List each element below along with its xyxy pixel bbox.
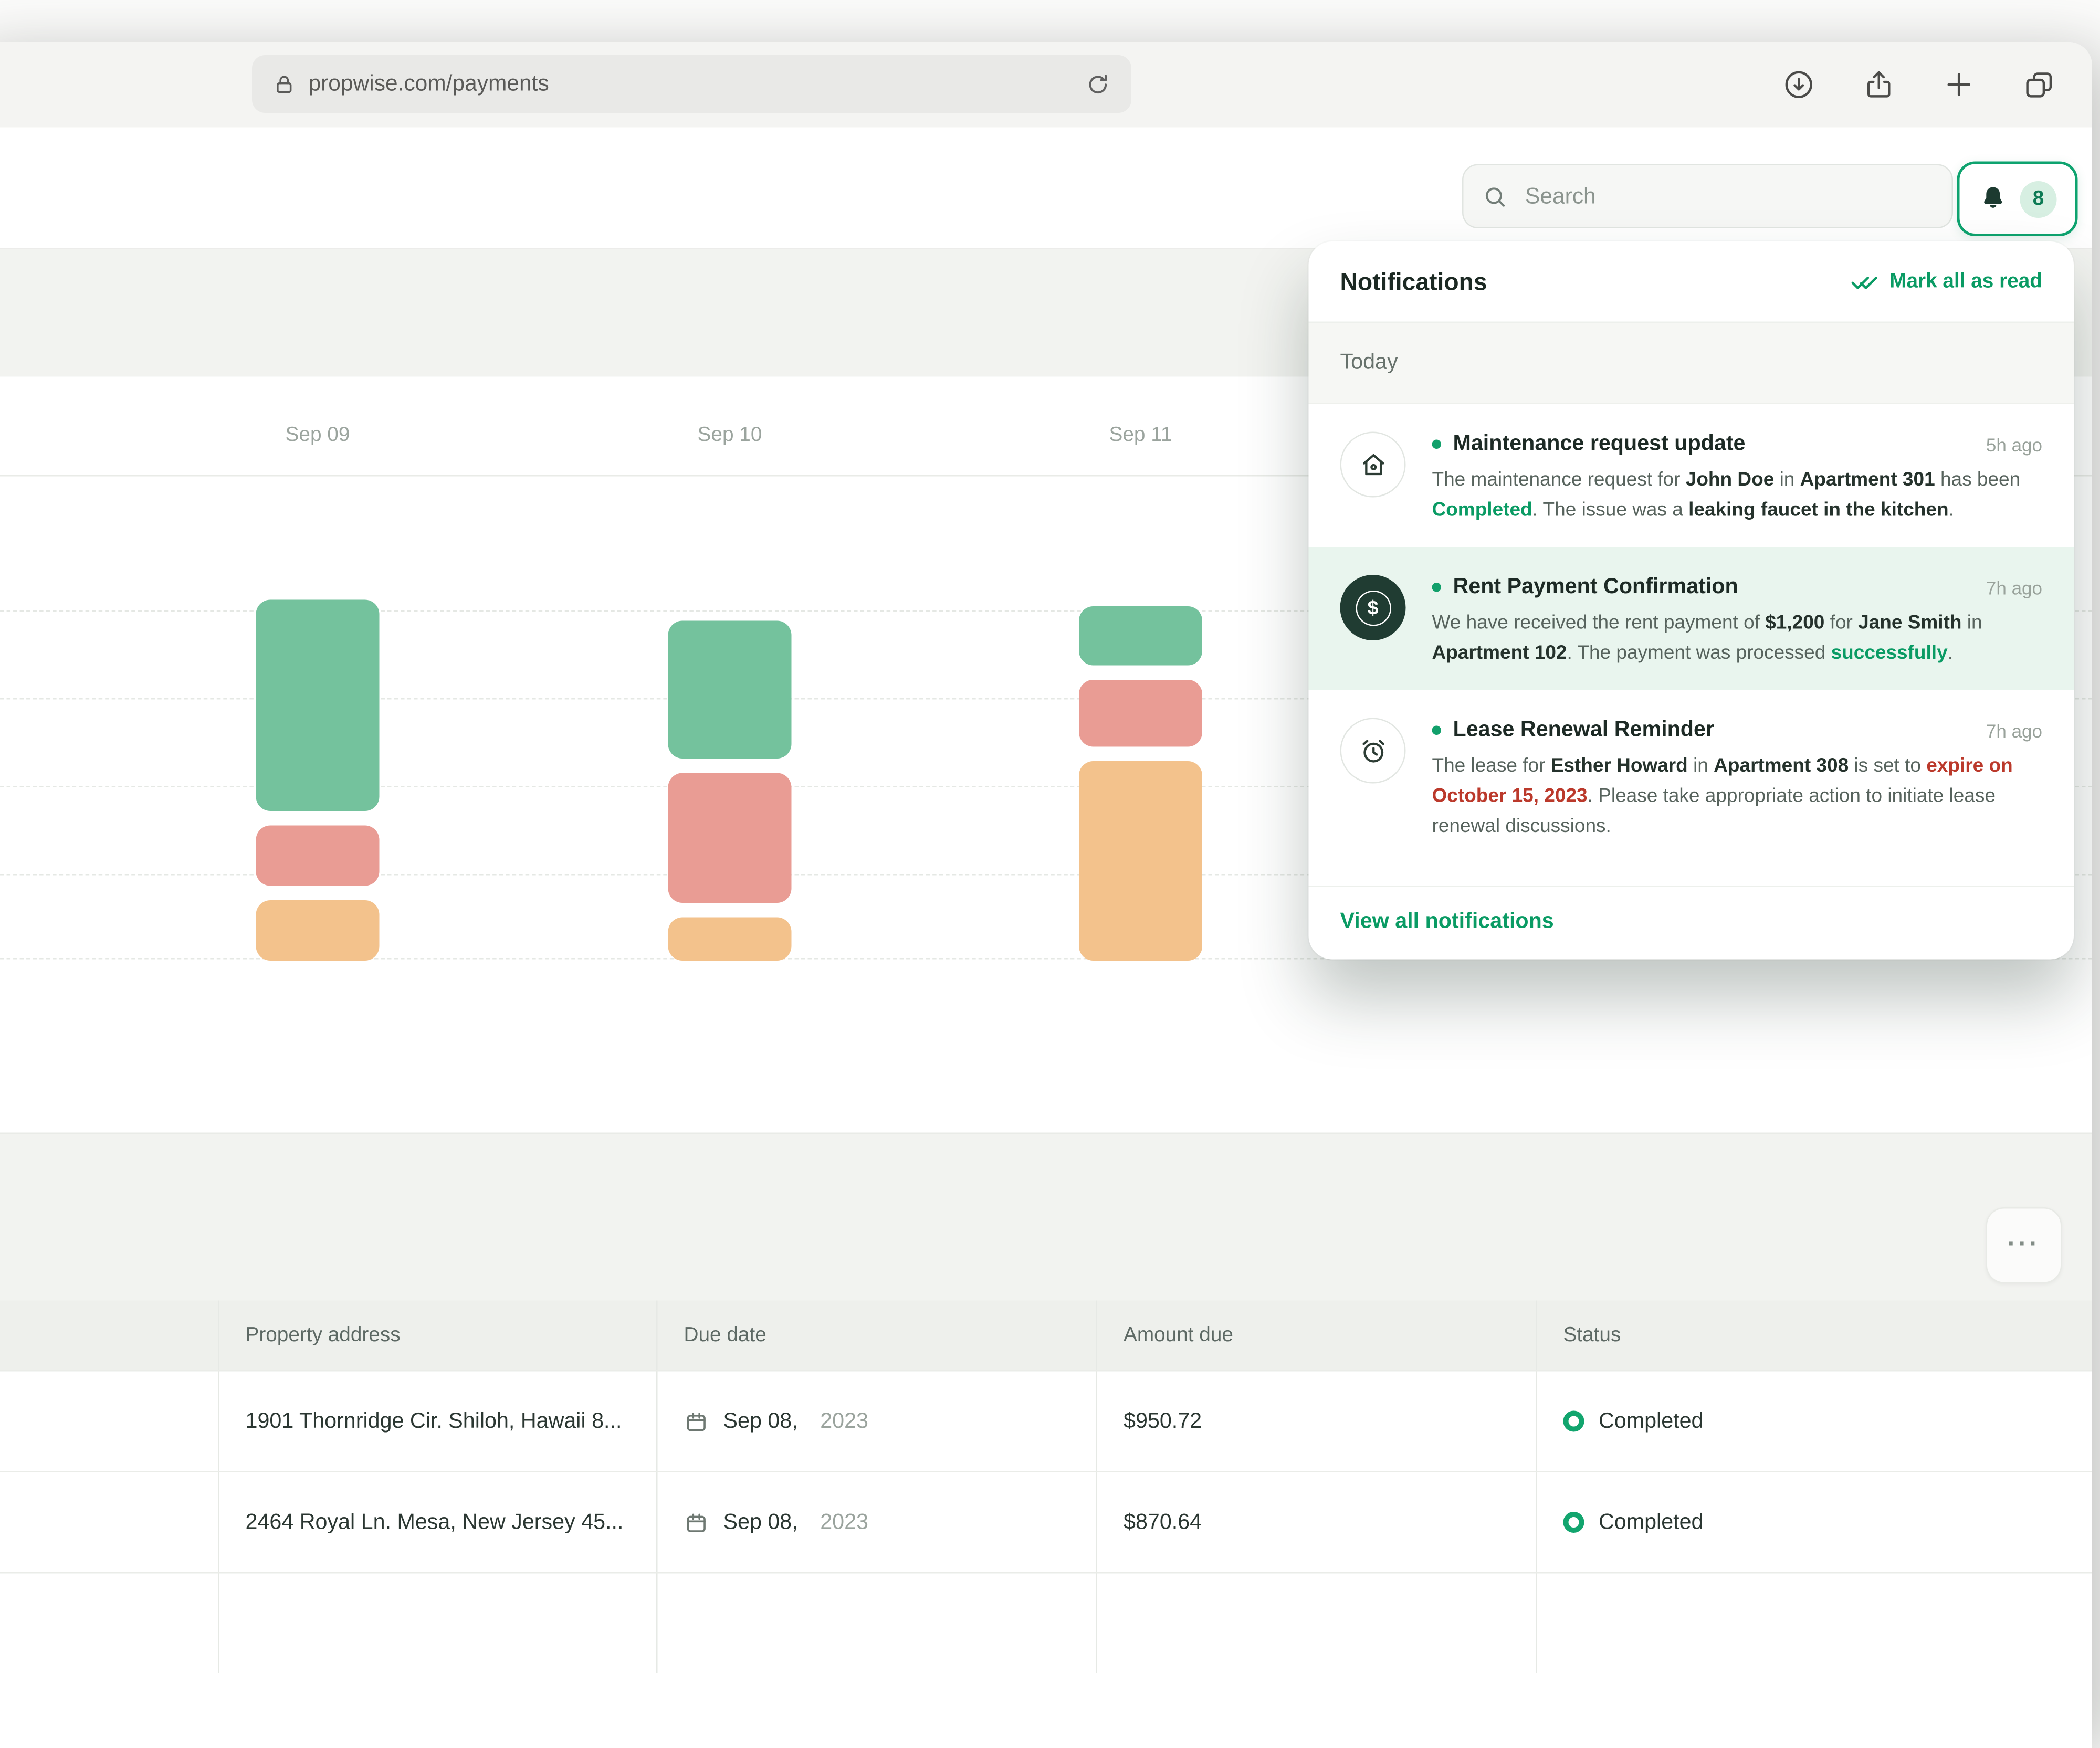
header-cell-blank	[0, 1301, 218, 1371]
notification-avatar	[1340, 718, 1406, 784]
notification-item-maintenance[interactable]: Maintenance request update 5h ago The ma…	[1309, 404, 2074, 547]
status-badge: Completed	[1536, 1372, 2092, 1471]
cell-blank	[0, 1372, 218, 1471]
search-input[interactable]	[1522, 182, 1934, 210]
refresh-icon[interactable]	[1086, 71, 1111, 97]
notifications-panel-header: Notifications Mark all as read	[1309, 241, 2074, 323]
alarm-clock-icon	[1358, 735, 1388, 766]
cell-due-date: Sep 08, 2023	[656, 1472, 1096, 1572]
notification-content: Lease Renewal Reminder 7h ago The lease …	[1432, 718, 2043, 843]
table-row[interactable]	[0, 1572, 2092, 1673]
app-header: 8	[0, 128, 2092, 250]
double-check-icon	[1850, 268, 1878, 296]
x-axis-label: Sep 11	[1062, 424, 1220, 448]
notification-body: We have received the rent payment of $1,…	[1432, 609, 2043, 669]
notifications-button[interactable]: 8	[1957, 162, 2078, 237]
status-dot	[1563, 1512, 1584, 1533]
cell-amount: $870.64	[1096, 1472, 1536, 1572]
status-label: Completed	[1599, 1409, 1703, 1434]
table-row[interactable]: 2464 Royal Ln. Mesa, New Jersey 45... Se…	[0, 1471, 2092, 1573]
browser-window: propwise.com/payments	[0, 42, 2092, 1748]
bar-segment-all[interactable]	[1079, 606, 1202, 666]
due-date-text: Sep 08,	[723, 1409, 798, 1434]
notification-time: 7h ago	[1973, 577, 2042, 598]
notification-title: Maintenance request update	[1453, 432, 1746, 457]
today-section-label: Today	[1309, 323, 2074, 404]
due-year-text: 2023	[820, 1510, 868, 1535]
dollar-icon: $	[1355, 590, 1391, 626]
header-cell-property-address: Property address	[218, 1301, 656, 1371]
unread-dot	[1432, 726, 1442, 735]
search-box	[1462, 164, 1953, 229]
status-label: Completed	[1599, 1510, 1703, 1535]
notification-body: The maintenance request for John Doe in …	[1432, 466, 2043, 526]
share-icon[interactable]	[1863, 68, 1896, 101]
calendar-icon	[684, 1510, 709, 1535]
header-cell-due-date: Due date	[656, 1301, 1096, 1371]
cell-amount: $950.72	[1096, 1372, 1536, 1471]
notification-content: Rent Payment Confirmation 7h ago We have…	[1432, 575, 2043, 669]
more-options-button[interactable]: ···	[1986, 1207, 2062, 1283]
mark-all-read-label: Mark all as read	[1889, 270, 2042, 293]
bar-segment-house[interactable]	[256, 826, 380, 886]
due-year-text: 2023	[820, 1409, 868, 1434]
browser-chrome: propwise.com/payments	[0, 42, 2092, 128]
notifications-panel: Notifications Mark all as read Today	[1309, 241, 2074, 960]
lock-icon	[273, 73, 296, 96]
table-header: Property address Due date Amount due Sta…	[0, 1301, 2092, 1371]
view-all-notifications-link[interactable]: View all notifications	[1309, 886, 2074, 960]
notifications-title: Notifications	[1340, 267, 1487, 296]
payments-table: Property address Due date Amount due Sta…	[0, 1301, 2092, 1673]
x-axis-label: Sep 10	[651, 424, 808, 448]
search-icon	[1482, 183, 1508, 209]
notification-badge: 8	[2020, 181, 2057, 217]
url-text: propwise.com/payments	[309, 71, 549, 97]
bar-segment-all[interactable]	[256, 600, 380, 812]
notification-content: Maintenance request update 5h ago The ma…	[1432, 432, 2043, 526]
notification-body: The lease for Esther Howard in Apartment…	[1432, 752, 2043, 843]
bar-segment-villa[interactable]	[1079, 761, 1202, 961]
header-cell-amount-due: Amount due	[1096, 1301, 1536, 1371]
cell-address: 1901 Thornridge Cir. Shiloh, Hawaii 8...	[218, 1372, 656, 1471]
status-dot	[1563, 1411, 1584, 1432]
url-bar[interactable]: propwise.com/payments	[252, 55, 1131, 113]
notification-avatar: $	[1340, 575, 1406, 640]
notification-item-rent-payment[interactable]: $ Rent Payment Confirmation 7h ago We ha…	[1309, 547, 2074, 691]
due-date-text: Sep 08,	[723, 1510, 798, 1535]
bar-segment-all[interactable]	[668, 621, 792, 759]
cell-address: 2464 Royal Ln. Mesa, New Jersey 45...	[218, 1472, 656, 1572]
cell-due-date: Sep 08, 2023	[656, 1372, 1096, 1471]
cell-blank	[0, 1472, 218, 1572]
notification-title: Rent Payment Confirmation	[1453, 575, 1738, 600]
new-tab-icon[interactable]	[1942, 68, 1976, 101]
calendar-icon	[684, 1409, 709, 1434]
cell-blank	[0, 1574, 218, 1673]
notification-avatar	[1340, 432, 1406, 498]
bar-segment-house[interactable]	[1079, 680, 1202, 747]
notification-title: Lease Renewal Reminder	[1453, 718, 1715, 743]
browser-toolbar-icons	[1782, 42, 2055, 128]
unread-dot	[1432, 440, 1442, 449]
bell-icon	[1978, 184, 2009, 214]
download-icon[interactable]	[1782, 68, 1815, 101]
notification-time: 7h ago	[1973, 720, 2042, 741]
screen: propwise.com/payments	[0, 0, 2100, 1575]
bar-segment-house[interactable]	[668, 773, 792, 903]
home-icon	[1358, 449, 1388, 480]
notification-time: 5h ago	[1973, 434, 2042, 455]
header-cell-status: Status	[1536, 1301, 2092, 1371]
bar-segment-villa[interactable]	[256, 900, 380, 961]
status-badge: Completed	[1536, 1472, 2092, 1572]
unread-dot	[1432, 583, 1442, 592]
table-row[interactable]: 1901 Thornridge Cir. Shiloh, Hawaii 8...…	[0, 1370, 2092, 1471]
bar-segment-villa[interactable]	[668, 918, 792, 961]
x-axis-label: Sep 09	[239, 424, 396, 448]
table-toolbar-strip: ···	[0, 1134, 2092, 1301]
tabs-icon[interactable]	[2023, 68, 2056, 101]
mark-all-read-button[interactable]: Mark all as read	[1850, 268, 2042, 296]
notification-item-lease-renewal[interactable]: Lease Renewal Reminder 7h ago The lease …	[1309, 690, 2074, 864]
